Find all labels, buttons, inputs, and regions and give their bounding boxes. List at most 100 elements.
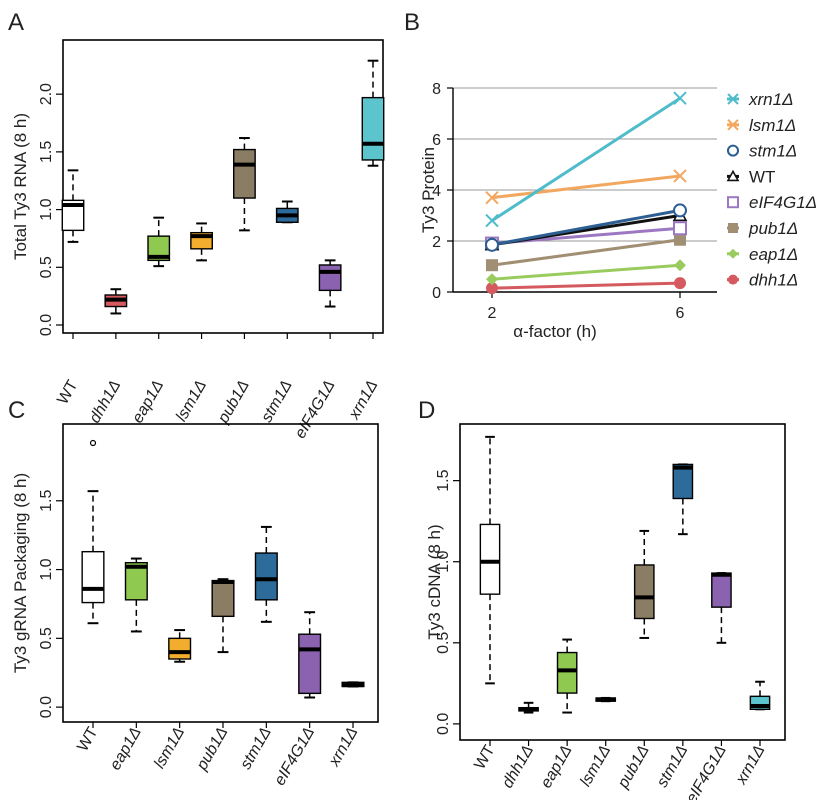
x-tick-label: xrn1Δ <box>325 725 361 771</box>
legend-label: WT <box>749 167 775 186</box>
x-tick-label: eap1Δ <box>538 743 576 792</box>
box-body <box>298 633 322 695</box>
y-tick-label: 0.5 <box>38 627 55 649</box>
box-7: xrn1Δ <box>345 59 385 424</box>
legend-label: lsm1Δ <box>749 116 796 135</box>
x-tick-label: lsm1Δ <box>173 378 210 425</box>
panel-letter-b: B <box>404 9 420 36</box>
x-tick-label: WT <box>54 377 81 407</box>
box-body <box>711 572 732 608</box>
y-tick-label: 0.5 <box>38 256 55 278</box>
box-body <box>633 564 655 620</box>
series-dhh1Δ <box>486 277 686 295</box>
series-line <box>491 281 681 290</box>
marker-x <box>727 93 739 105</box>
box-6: xrn1Δ <box>325 681 365 771</box>
legend-item: WT <box>726 167 775 186</box>
legend-item: xrn1Δ <box>727 90 793 109</box>
x-tick-label: pub1Δ <box>614 743 652 792</box>
y-tick-label: 2.0 <box>38 83 55 105</box>
series-lsm1Δ <box>485 169 687 205</box>
series-line <box>491 238 681 267</box>
series-line <box>491 174 681 200</box>
x-axis-title: α-factor (h) <box>513 322 597 341</box>
box-body <box>233 148 256 199</box>
marker-circle-open <box>727 144 739 157</box>
panel-D: D 0.0 0.5 1.0 1.5 Ty3 cDNA (8 h) WT dhh1Δ eap1Δ l… <box>418 397 786 800</box>
box-2: eap1Δ <box>538 638 578 792</box>
box-5: eIF4G1Δ <box>271 611 322 789</box>
marker-square-open <box>673 221 687 236</box>
marker-diamond <box>728 248 738 259</box>
box-body <box>361 96 385 161</box>
x-tick-label: eap1Δ <box>107 725 145 774</box>
y-axis-title: Ty3 gRNA Packaging (8 h) <box>11 473 30 673</box>
marker-circle-open <box>485 237 499 252</box>
box-0: WT <box>54 169 85 408</box>
x-tick-label: WT <box>471 742 498 772</box>
y-axis-title: Ty3 cDNA (8 h) <box>425 524 444 639</box>
series-line <box>491 208 681 247</box>
outlier-point <box>89 439 97 447</box>
marker-x <box>673 91 687 105</box>
box-4: pub1Δ <box>215 137 256 427</box>
y-tick-label: 1.5 <box>38 490 55 512</box>
y-tick-label: 0.5 <box>435 632 452 654</box>
box-body <box>168 637 192 660</box>
legend-item: stm1Δ <box>727 142 797 161</box>
box-body <box>147 235 171 262</box>
marker-x <box>673 169 687 183</box>
x-tick-label: dhh1Δ <box>86 378 124 427</box>
panel-B: B 0 2 4 6 8 2 6 α-factor (h) Ty3 Protein xrn1Δ lsm1… <box>404 9 817 341</box>
y-tick-label: 1.0 <box>38 558 55 580</box>
box-4: pub1Δ <box>614 529 655 792</box>
legend-label: eIF4G1Δ <box>749 193 817 212</box>
box-4: stm1Δ <box>237 525 278 773</box>
y-tick-label: 4 <box>432 183 441 200</box>
x-tick-label: 2 <box>488 305 497 322</box>
legend-label: stm1Δ <box>749 142 797 161</box>
box-5: stm1Δ <box>654 463 694 791</box>
box-1: dhh1Δ <box>499 701 539 792</box>
marker-x <box>727 119 739 131</box>
series-stm1Δ <box>485 203 687 252</box>
box-body <box>124 561 148 601</box>
x-tick-label: xrn1Δ <box>732 743 768 789</box>
legend-item: lsm1Δ <box>727 116 796 135</box>
y-tick-label: 6 <box>432 132 441 149</box>
x-tick-label: stm1Δ <box>258 378 295 426</box>
box-7: xrn1Δ <box>732 680 771 789</box>
box-1: eap1Δ <box>107 557 148 774</box>
y-tick-label: 0.0 <box>38 696 55 718</box>
box-0: WT <box>74 439 105 755</box>
box-3: lsm1Δ <box>173 222 213 425</box>
x-tick-label: xrn1Δ <box>345 378 381 424</box>
box-body <box>211 579 235 618</box>
x-tick-label: stm1Δ <box>654 743 691 791</box>
box-1: dhh1Δ <box>86 288 128 427</box>
y-tick-label: 1.0 <box>435 551 452 573</box>
box-2: lsm1Δ <box>151 629 192 772</box>
marker-circle <box>486 282 498 295</box>
plot-frame <box>62 423 379 723</box>
marker-square <box>486 259 498 272</box>
x-tick-label: eap1Δ <box>129 378 167 427</box>
plot-frame <box>62 39 384 334</box>
box-6: eIF4G1Δ <box>292 259 342 442</box>
legend-label: eap1Δ <box>749 245 798 264</box>
marker-circle <box>728 274 738 285</box>
x-tick-label: 6 <box>676 305 685 322</box>
marker-diamond <box>486 273 498 286</box>
legend-label: pub1Δ <box>748 219 798 238</box>
marker-circle <box>674 277 686 290</box>
x-tick-label: stm1Δ <box>237 725 274 773</box>
box-body <box>672 463 694 500</box>
panel-letter-a: A <box>8 9 24 36</box>
box-3: lsm1Δ <box>577 696 617 790</box>
y-tick-label: 1.5 <box>435 469 452 491</box>
x-tick-label: dhh1Δ <box>499 743 537 792</box>
box-body <box>556 651 578 694</box>
legend-item: eIF4G1Δ <box>727 193 817 212</box>
